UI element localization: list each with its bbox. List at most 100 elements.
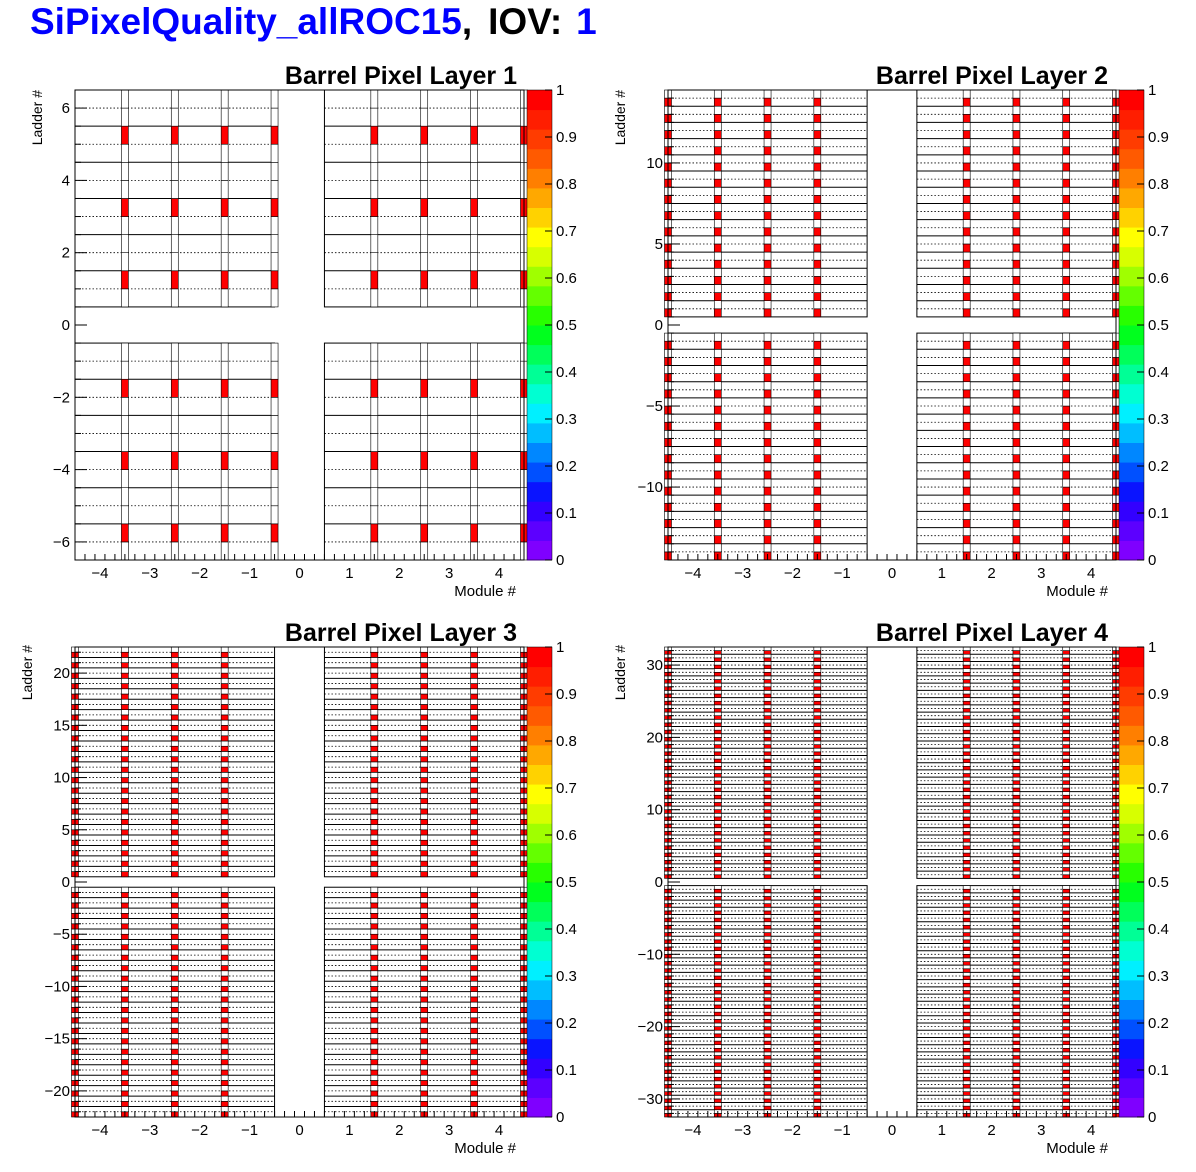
bad-roc-cell <box>962 852 971 857</box>
good-roc-cell <box>713 668 722 673</box>
good-roc-cell <box>1062 349 1071 358</box>
x-tick-label: −3 <box>141 565 158 582</box>
good-roc-cell <box>170 678 179 684</box>
good-roc-cell <box>121 1074 129 1081</box>
good-roc-cell <box>121 1001 129 1008</box>
bad-roc-cell <box>470 662 478 669</box>
good-roc-cell <box>270 360 279 380</box>
color-scale-segment <box>1119 540 1144 561</box>
good-roc-cell <box>370 980 379 987</box>
good-roc-cell <box>220 646 229 653</box>
good-roc-cell <box>370 252 379 272</box>
good-roc-cell <box>962 646 971 651</box>
bad-roc-cell <box>962 292 971 301</box>
good-roc-cell <box>713 805 722 810</box>
bad-roc-cell <box>1062 227 1071 237</box>
color-scale-segment <box>1119 1058 1144 1079</box>
good-roc-cell <box>763 805 772 810</box>
good-roc-cell <box>220 342 229 362</box>
good-roc-cell <box>1012 726 1021 731</box>
x-tick-label: −1 <box>241 1122 258 1139</box>
bad-roc-cell <box>962 968 971 973</box>
bad-roc-cell <box>1062 809 1071 814</box>
bad-roc-cell <box>813 867 822 872</box>
good-roc-cell <box>1012 813 1021 818</box>
good-roc-cell <box>713 186 722 196</box>
bad-roc-cell <box>713 1076 722 1082</box>
good-roc-cell <box>1012 943 1021 948</box>
good-roc-cell <box>1012 675 1021 680</box>
good-roc-cell <box>713 740 722 745</box>
bad-roc-cell <box>962 1004 971 1009</box>
bad-roc-cell <box>420 871 429 878</box>
good-roc-cell <box>713 711 722 716</box>
bad-roc-cell <box>220 1017 229 1024</box>
bad-roc-cell <box>370 944 379 951</box>
good-roc-cell <box>1012 511 1021 520</box>
color-scale-segment <box>1119 921 1144 942</box>
bad-roc-cell <box>962 1040 971 1045</box>
bad-roc-cell <box>1012 438 1021 447</box>
good-roc-cell <box>121 897 129 904</box>
color-scale-segment <box>1119 187 1144 208</box>
color-scale-segment <box>1119 442 1144 463</box>
iov-value: 1 <box>576 1 597 42</box>
bad-roc-cell <box>962 195 971 204</box>
bad-roc-cell <box>813 816 822 821</box>
bad-roc-cell <box>1062 990 1071 995</box>
bad-roc-cell <box>763 114 772 123</box>
bad-roc-cell <box>121 1007 129 1013</box>
good-roc-cell <box>1012 1051 1021 1056</box>
color-scale-label: 0.6 <box>1148 270 1169 287</box>
bad-roc-cell <box>170 839 179 846</box>
good-roc-cell <box>470 487 478 507</box>
good-roc-cell <box>813 856 822 861</box>
good-roc-cell <box>962 349 971 358</box>
good-roc-cell <box>370 1022 379 1029</box>
bad-roc-cell <box>813 227 822 237</box>
bad-roc-cell <box>763 340 772 350</box>
good-roc-cell <box>1012 762 1021 767</box>
x-tick-label: −4 <box>91 1122 108 1139</box>
bad-roc-cell <box>420 714 429 721</box>
good-roc-cell <box>1012 122 1021 131</box>
bad-roc-cell <box>813 650 822 655</box>
good-roc-cell <box>420 342 429 362</box>
good-roc-cell <box>813 1001 822 1006</box>
good-roc-cell <box>1012 267 1021 277</box>
bad-roc-cell <box>713 946 722 951</box>
good-roc-cell <box>1062 791 1071 796</box>
good-roc-cell <box>220 107 229 127</box>
good-roc-cell <box>220 1095 229 1102</box>
good-roc-cell <box>370 1095 379 1102</box>
good-roc-cell <box>170 980 179 987</box>
bad-roc-cell <box>220 1038 229 1045</box>
bad-roc-cell <box>713 802 722 807</box>
good-roc-cell <box>813 798 822 803</box>
good-roc-cell <box>1012 733 1021 738</box>
bad-roc-cell <box>121 451 129 470</box>
bad-roc-cell <box>813 766 822 771</box>
bad-roc-cell <box>1012 925 1021 930</box>
bad-roc-cell <box>813 932 822 937</box>
good-roc-cell <box>1012 413 1021 423</box>
x-tick-label: 0 <box>888 1122 896 1139</box>
good-roc-cell <box>962 762 971 767</box>
good-roc-cell <box>713 365 722 374</box>
bad-roc-cell <box>1062 860 1071 865</box>
good-roc-cell <box>763 494 772 504</box>
x-tick-label: 1 <box>345 565 353 582</box>
bad-roc-cell <box>763 809 772 814</box>
bad-roc-cell <box>1012 787 1021 792</box>
good-roc-cell <box>470 107 478 127</box>
bad-roc-cell <box>962 178 971 188</box>
good-roc-cell <box>713 755 722 760</box>
bad-roc-cell <box>713 657 722 662</box>
bad-roc-cell <box>1062 1084 1071 1089</box>
good-roc-cell <box>170 813 179 820</box>
bad-roc-cell <box>220 378 229 398</box>
color-scale-segment <box>527 383 552 404</box>
bad-roc-cell <box>713 308 722 318</box>
color-scale-segment <box>527 725 552 746</box>
bad-roc-cell <box>470 787 478 794</box>
